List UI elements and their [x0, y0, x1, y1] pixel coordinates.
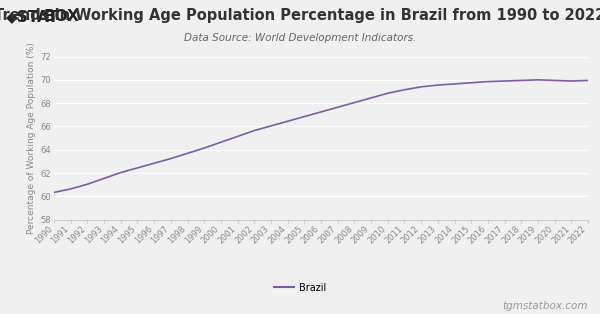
- Text: BOX: BOX: [43, 9, 79, 24]
- Legend: Brazil: Brazil: [271, 279, 329, 297]
- Text: Trends in Working Age Population Percentage in Brazil from 1990 to 2022: Trends in Working Age Population Percent…: [0, 8, 600, 23]
- Text: ◆STAT: ◆STAT: [6, 9, 59, 24]
- Text: Data Source: World Development Indicators.: Data Source: World Development Indicator…: [184, 33, 416, 43]
- Text: tgmstatbox.com: tgmstatbox.com: [503, 301, 588, 311]
- Y-axis label: Percentage of Working Age Population (%): Percentage of Working Age Population (%): [28, 42, 37, 234]
